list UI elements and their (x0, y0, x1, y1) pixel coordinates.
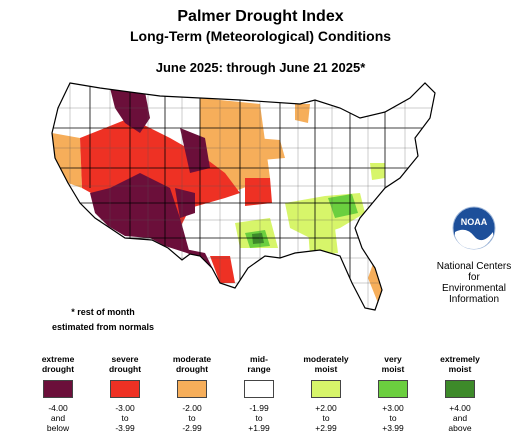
legend-item: very moist +3.00 to +3.99 (363, 352, 423, 433)
legend-range: -3.00 to -3.99 (115, 403, 135, 433)
legend-range: +2.00 to +2.99 (315, 403, 337, 433)
legend-range: -2.00 to -2.99 (182, 403, 202, 433)
footnote: * rest of month estimated from normals (52, 305, 154, 335)
agency-line-1: National Centers for (436, 261, 512, 283)
legend-label: severe drought (108, 354, 142, 374)
legend-label: mid-range (247, 354, 271, 374)
legend-label: extreme drought (41, 354, 75, 374)
legend-swatch (177, 380, 207, 398)
legend-swatch (378, 380, 408, 398)
legend-item: severe drought -3.00 to -3.99 (95, 352, 155, 433)
legend-label: moderate drought (172, 354, 212, 374)
us-drought-map (51, 82, 436, 311)
agency-block: NOAA National Centers for Environmental … (430, 206, 518, 305)
footnote-line-1: * rest of month (71, 307, 135, 317)
legend-label: moderately moist (303, 354, 349, 374)
noaa-logo-text: NOAA (461, 217, 488, 227)
agency-line-2: Environmental (442, 283, 506, 294)
legend-swatch (244, 380, 274, 398)
agency-line-3: Information (448, 294, 500, 305)
map-title: Palmer Drought Index (177, 8, 344, 25)
legend-item: moderately moist +2.00 to +2.99 (296, 352, 356, 433)
legend-item: mid-range -1.99 to +1.99 (229, 352, 289, 433)
legend-range: -1.99 to +1.99 (248, 403, 270, 433)
legend-range: -4.00 and below (46, 403, 70, 433)
legend-item: extreme drought -4.00 and below (28, 352, 88, 433)
legend-range: +4.00 and above (448, 403, 472, 433)
map-subtitle: Long-Term (Meteorological) Conditions (129, 28, 392, 44)
legend-swatch (445, 380, 475, 398)
legend-label: very moist (381, 354, 405, 374)
legend-swatch (311, 380, 341, 398)
legend-label: extremely moist (440, 354, 480, 374)
legend-item: extremely moist +4.00 and above (430, 352, 490, 433)
legend-swatch (43, 380, 73, 398)
legend-item: moderate drought -2.00 to -2.99 (162, 352, 222, 433)
footnote-line-2: estimated from normals (52, 322, 155, 332)
noaa-logo: NOAA (452, 206, 496, 250)
period-label: June 2025: through June 21 2025* (155, 60, 366, 75)
drought-legend: extreme drought -4.00 and below severe drought… (28, 352, 498, 434)
legend-swatch (110, 380, 140, 398)
legend-range: +3.00 to +3.99 (382, 403, 404, 433)
